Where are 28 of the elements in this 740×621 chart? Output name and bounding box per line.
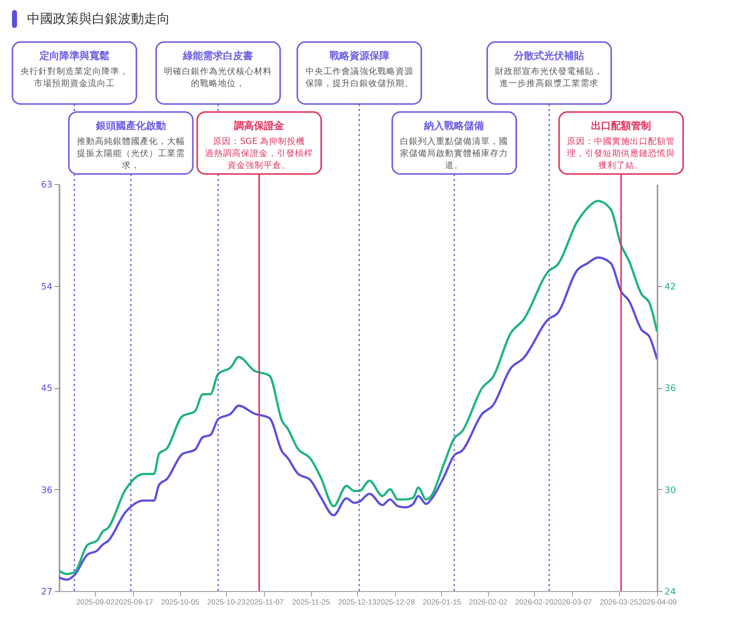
text: 明確白銀作為光伏核心材料的戰略地位， xyxy=(164,66,272,89)
line-series xyxy=(59,256,657,581)
text: 原因：SGE 為抑制投機過熱調高保證金，引發槓桿資金強制平倉。 xyxy=(205,136,314,171)
text: 原因：中國實施出口配額管理，引發短期供應鏈恐慌與獲利了結。 xyxy=(567,136,676,171)
y-tick-label: 36 xyxy=(41,486,53,496)
y2-tick-label: 24 xyxy=(664,588,676,598)
y-tick-label: 63 xyxy=(41,180,52,190)
ref-line-label: 戰略資源保障 xyxy=(329,50,390,62)
y2-tick-label: 36 xyxy=(664,384,676,394)
ref-line-label: 銀頭國產化啟動 xyxy=(94,120,166,132)
ref-line-label: 定向降準與寬鬆 xyxy=(38,50,110,62)
ref-line-label: 出口配額管制 xyxy=(591,120,652,132)
ref-line-label: 綠能需求白皮書 xyxy=(182,50,254,62)
text: 中央工作會議強化戰略資源保障，提升白銀收儲預期。 xyxy=(305,66,414,89)
y-tick-label: 27 xyxy=(41,588,52,598)
y2-tick-label: 42 xyxy=(664,282,676,292)
ref-line-label: 納入戰略儲備 xyxy=(423,120,484,132)
line-series xyxy=(59,200,657,576)
y-tick-label: 45 xyxy=(41,384,52,394)
y2-tick-label: 30 xyxy=(664,486,676,496)
text: 財政部宣布光伏發電補貼，進一步推高銀漿工業需求 xyxy=(495,66,604,89)
ref-line-label: 分散式光伏補貼 xyxy=(513,50,584,62)
text: 白銀列入重點儲備清單，國家儲備局啟動實體補庫存力道。 xyxy=(400,136,508,171)
chart-title: 中國政策與白銀波動走向 xyxy=(27,11,170,28)
text: 央行針對制造業定向降準，市場預期資金流向工 xyxy=(20,66,128,89)
ref-line-label: 調高保證金 xyxy=(233,120,286,132)
text: 推動高純銀體國產化，大幅提振太陽能（光伏）工業需求， xyxy=(76,136,185,171)
y-tick-label: 54 xyxy=(41,282,53,292)
